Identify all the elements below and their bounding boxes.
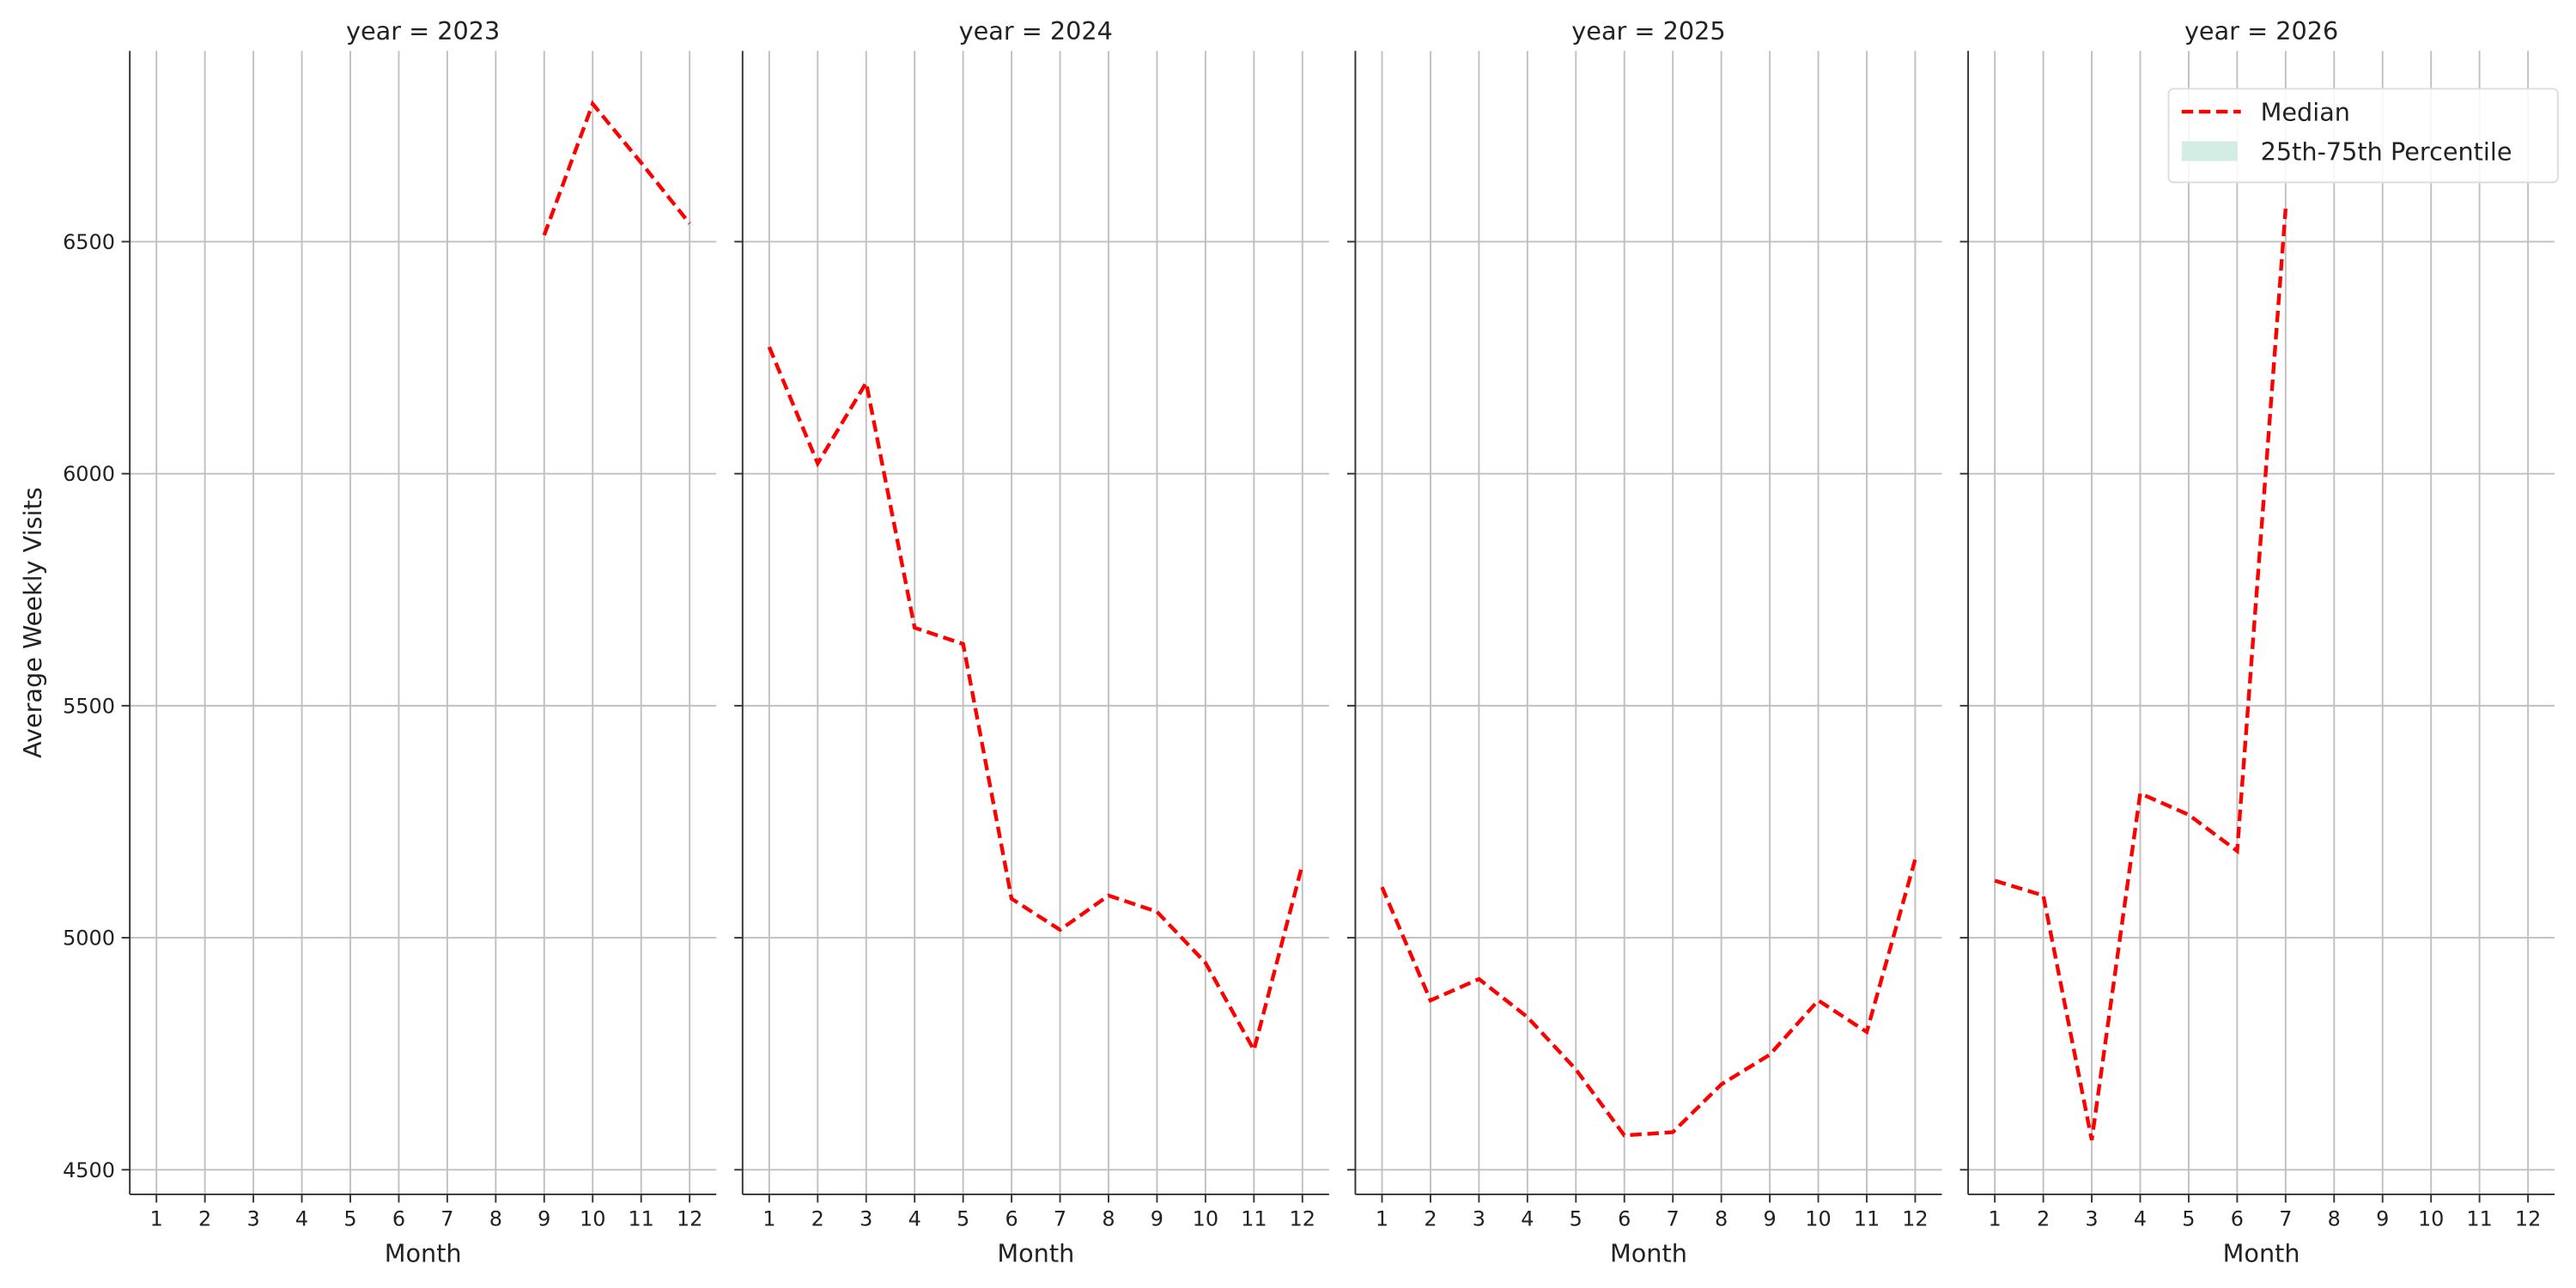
- legend-label: Median: [2261, 98, 2350, 127]
- x-tick-label: 2: [1424, 1206, 1437, 1230]
- x-tick-label: 1: [1989, 1206, 2002, 1230]
- x-tick-label: 7: [1667, 1206, 1680, 1230]
- y-tick-label: 5500: [63, 694, 115, 718]
- panel-title: year = 2025: [1571, 16, 1725, 46]
- x-tick-label: 3: [2085, 1206, 2098, 1230]
- x-tick-label: 2: [2037, 1206, 2050, 1230]
- x-tick-label: 3: [246, 1206, 259, 1230]
- x-tick-label: 10: [580, 1206, 605, 1230]
- x-tick-label: 4: [295, 1206, 308, 1230]
- x-axis-label: Month: [2223, 1238, 2300, 1267]
- x-tick-label: 3: [860, 1206, 872, 1230]
- x-tick-label: 1: [1376, 1206, 1388, 1230]
- x-tick-label: 9: [1151, 1206, 1163, 1230]
- x-tick-label: 3: [1473, 1206, 1485, 1230]
- x-axis-label: Month: [997, 1238, 1074, 1267]
- median-line: [1994, 208, 2288, 1141]
- x-tick-label: 12: [1902, 1206, 1928, 1230]
- x-tick-label: 5: [2182, 1206, 2195, 1230]
- median-line: [542, 100, 691, 236]
- x-tick-label: 1: [150, 1206, 163, 1230]
- x-tick-label: 6: [1618, 1206, 1631, 1230]
- y-tick-label: 4500: [63, 1158, 115, 1182]
- x-tick-label: 11: [1241, 1206, 1267, 1230]
- x-tick-label: 10: [2418, 1206, 2444, 1230]
- median-line: [1380, 859, 1917, 1138]
- x-tick-label: 2: [811, 1206, 824, 1230]
- x-tick-label: 12: [2515, 1206, 2541, 1230]
- x-tick-label: 11: [1854, 1206, 1880, 1230]
- x-tick-label: 11: [628, 1206, 653, 1230]
- x-tick-label: 4: [2134, 1206, 2147, 1230]
- median-line: [767, 346, 1304, 1055]
- x-tick-label: 8: [1102, 1206, 1115, 1230]
- x-tick-label: 12: [677, 1206, 702, 1230]
- x-tick-label: 7: [1054, 1206, 1066, 1230]
- legend-label: 25th-75th Percentile: [2261, 137, 2512, 167]
- legend-swatch: [2181, 141, 2238, 161]
- x-tick-label: 5: [1570, 1206, 1583, 1230]
- x-tick-label: 9: [538, 1206, 550, 1230]
- x-tick-label: 8: [2328, 1206, 2341, 1230]
- x-tick-label: 12: [1290, 1206, 1315, 1230]
- x-tick-label: 6: [392, 1206, 405, 1230]
- y-tick-label: 6500: [63, 230, 115, 254]
- x-tick-label: 4: [908, 1206, 921, 1230]
- x-tick-label: 8: [489, 1206, 502, 1230]
- x-tick-label: 7: [440, 1206, 453, 1230]
- x-tick-label: 5: [343, 1206, 356, 1230]
- panel-title: year = 2023: [346, 16, 500, 46]
- x-tick-label: 5: [957, 1206, 969, 1230]
- x-tick-label: 2: [198, 1206, 211, 1230]
- x-tick-label: 1: [762, 1206, 775, 1230]
- x-tick-label: 6: [2231, 1206, 2244, 1230]
- y-tick-label: 6000: [63, 462, 115, 486]
- x-tick-label: 11: [2466, 1206, 2492, 1230]
- x-tick-label: 9: [1763, 1206, 1776, 1230]
- x-tick-label: 10: [1805, 1206, 1831, 1230]
- y-tick-label: 5000: [63, 927, 115, 951]
- x-tick-label: 7: [2279, 1206, 2292, 1230]
- x-axis-label: Month: [385, 1238, 462, 1267]
- x-tick-label: 10: [1193, 1206, 1218, 1230]
- panel-title: year = 2024: [959, 16, 1113, 46]
- y-axis-label: Average Weekly Visits: [18, 487, 47, 758]
- panel-title: year = 2026: [2184, 16, 2338, 46]
- x-tick-label: 6: [1005, 1206, 1018, 1230]
- x-tick-label: 4: [1521, 1206, 1534, 1230]
- x-axis-label: Month: [1610, 1238, 1687, 1267]
- x-tick-label: 8: [1715, 1206, 1728, 1230]
- legend-box: [2167, 88, 2559, 184]
- x-tick-label: 9: [2376, 1206, 2389, 1230]
